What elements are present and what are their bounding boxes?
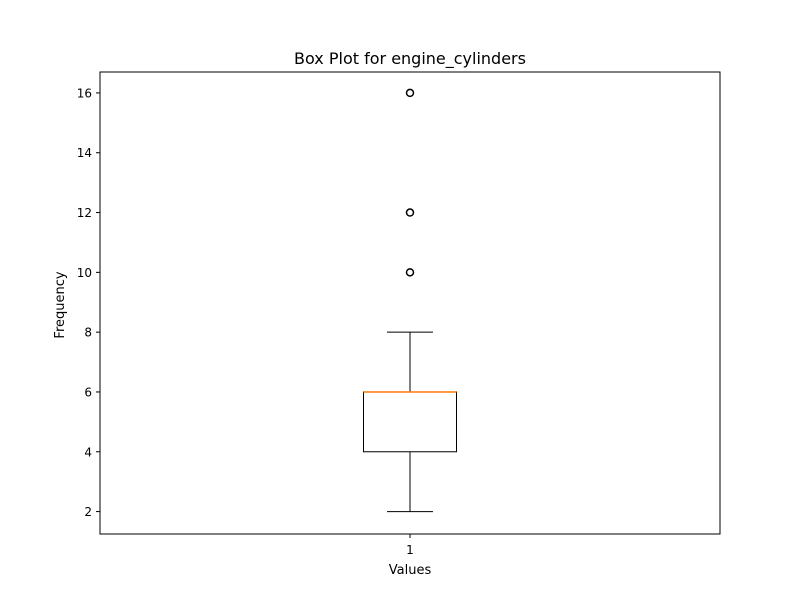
y-tick-label: 2 — [84, 505, 92, 519]
plot-area: 2 4 6 8 10 12 14 16 1 — [77, 71, 721, 557]
outlier-point — [405, 268, 415, 277]
y-tick-label: 10 — [77, 266, 92, 280]
chart-title: Box Plot for engine_cylinders — [294, 49, 526, 69]
outlier-point — [405, 88, 415, 98]
x-tick-label: 1 — [406, 543, 414, 557]
y-tick-label: 14 — [77, 146, 92, 160]
y-tick-label: 4 — [84, 445, 92, 459]
outlier-point — [405, 208, 415, 217]
y-axis-label: Frequency — [53, 271, 68, 338]
x-axis-label: Values — [389, 563, 432, 578]
y-tick-label: 6 — [84, 385, 92, 399]
y-tick-label: 8 — [84, 326, 92, 340]
y-tick-label: 16 — [77, 86, 92, 100]
y-tick-label: 12 — [77, 206, 92, 220]
